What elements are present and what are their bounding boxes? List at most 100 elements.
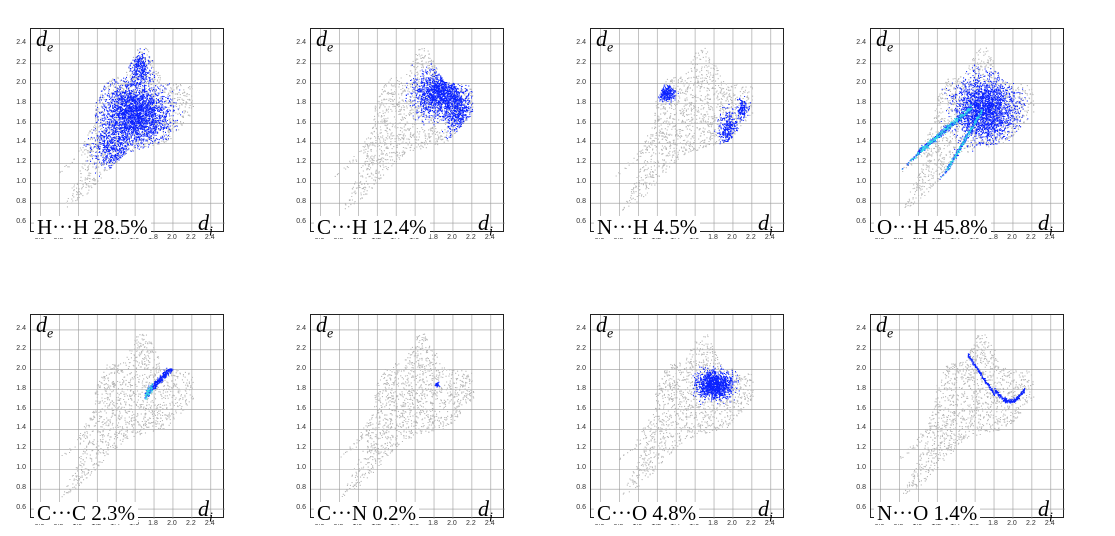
- y-axis-label: de: [36, 26, 54, 56]
- y-tick-label: 0.6: [16, 504, 26, 512]
- y-axis-label: de: [876, 312, 894, 342]
- x-tick-label: 1.8: [148, 234, 158, 241]
- y-tick-label: 2.4: [576, 324, 586, 332]
- contact-points-dense: [144, 383, 153, 400]
- scatter-svg: [871, 315, 1065, 519]
- total-surface-cloud: [619, 334, 754, 495]
- y-tick-label: 2.2: [576, 344, 586, 352]
- total-surface-cloud: [340, 333, 475, 498]
- scatter-svg: [311, 315, 505, 519]
- total-surface-cloud: [61, 333, 194, 498]
- contact-points: [83, 48, 183, 177]
- y-tick-label: 1.2: [16, 444, 26, 452]
- y-tick-label: 0.6: [856, 504, 866, 512]
- x-tick-label: 2.4: [484, 520, 495, 527]
- y-axis-label: de: [36, 312, 54, 342]
- scatter-svg: [31, 315, 225, 519]
- y-tick-label: 0.8: [856, 484, 866, 492]
- y-tick-label: 2.0: [576, 78, 586, 86]
- y-tick-label: 1.0: [16, 178, 26, 186]
- y-tick-label: 2.4: [296, 38, 306, 46]
- x-tick-label: 1.8: [428, 234, 438, 241]
- fingerprint-panel-2: 0.60.81.01.21.41.61.82.02.22.40.60.81.01…: [284, 20, 524, 250]
- plot-area: [870, 314, 1065, 519]
- x-tick-label: 1.8: [708, 234, 718, 241]
- x-tick-label: 2.4: [764, 234, 775, 241]
- x-tick-label: 2.0: [1007, 520, 1017, 527]
- x-tick-label: 2.4: [764, 520, 775, 527]
- y-tick-label: 0.8: [576, 198, 586, 206]
- plot-area: [30, 28, 225, 233]
- contact-percentage-label: N···O 1.4%: [874, 502, 981, 524]
- y-tick-label: 1.4: [296, 424, 306, 432]
- x-tick-label: 1.8: [988, 234, 998, 241]
- y-tick-label: 0.6: [16, 218, 26, 226]
- x-axis-label: di: [1038, 496, 1053, 526]
- x-axis-label: di: [758, 496, 773, 526]
- y-tick-label: 2.4: [856, 324, 866, 332]
- y-tick-label: 1.8: [856, 98, 866, 106]
- y-tick-label: 1.0: [856, 178, 866, 186]
- x-tick-label: 2.2: [186, 234, 196, 241]
- y-tick-label: 1.6: [576, 118, 586, 126]
- scatter-svg: [31, 29, 225, 233]
- y-tick-label: 1.0: [296, 178, 306, 186]
- contact-points: [901, 64, 1029, 180]
- y-tick-label: 2.2: [856, 344, 866, 352]
- y-axis-label: de: [316, 26, 334, 56]
- x-tick-label: 2.2: [186, 520, 196, 527]
- plot-area: [310, 314, 505, 519]
- y-tick-label: 1.0: [856, 464, 866, 472]
- x-axis-label: di: [1038, 210, 1053, 240]
- y-tick-label: 1.4: [856, 138, 866, 146]
- contact-percentage-label: O···H 45.8%: [874, 216, 991, 238]
- y-tick-label: 0.6: [296, 504, 306, 512]
- y-tick-label: 0.8: [296, 198, 306, 206]
- contact-percentage-label: N···H 4.5%: [594, 216, 701, 238]
- y-tick-label: 1.2: [856, 444, 866, 452]
- plot-area: [590, 28, 785, 233]
- fingerprint-panel-4: 0.60.81.01.21.41.61.82.02.22.40.60.81.01…: [844, 20, 1084, 250]
- y-tick-label: 0.6: [296, 218, 306, 226]
- contact-percentage-label: C···O 4.8%: [594, 502, 700, 524]
- y-tick-label: 0.6: [856, 218, 866, 226]
- y-tick-label: 1.4: [296, 138, 306, 146]
- x-tick-label: 2.0: [167, 520, 177, 527]
- y-tick-label: 1.2: [16, 158, 26, 166]
- x-tick-label: 2.2: [466, 234, 476, 241]
- plot-area: [310, 28, 505, 233]
- y-tick-label: 2.4: [856, 38, 866, 46]
- y-tick-label: 1.0: [576, 464, 586, 472]
- plot-area: [30, 314, 225, 519]
- x-tick-label: 2.4: [204, 520, 215, 527]
- y-tick-label: 2.4: [16, 38, 26, 46]
- contact-percentage-label: C···C 2.3%: [34, 502, 138, 524]
- contact-points-dense: [901, 104, 983, 179]
- scatter-svg: [591, 315, 785, 519]
- x-tick-label: 2.2: [1026, 234, 1036, 241]
- y-tick-label: 1.0: [576, 178, 586, 186]
- contact-points: [405, 63, 474, 140]
- x-tick-label: 1.8: [148, 520, 158, 527]
- y-tick-label: 0.6: [576, 218, 586, 226]
- y-tick-label: 1.2: [296, 444, 306, 452]
- y-tick-label: 0.8: [856, 198, 866, 206]
- y-tick-label: 1.8: [296, 98, 306, 106]
- contact-percentage-label: C···N 0.2%: [314, 502, 420, 524]
- y-tick-label: 0.6: [576, 504, 586, 512]
- y-tick-label: 2.0: [856, 364, 866, 372]
- x-tick-label: 2.0: [1007, 234, 1017, 241]
- y-tick-label: 2.2: [576, 58, 586, 66]
- x-tick-label: 1.8: [708, 520, 718, 527]
- y-tick-label: 2.2: [856, 58, 866, 66]
- total-surface-cloud: [900, 334, 1035, 495]
- y-tick-label: 1.6: [296, 404, 306, 412]
- y-tick-label: 1.4: [16, 424, 26, 432]
- contact-points: [434, 381, 441, 388]
- x-axis-label: di: [478, 210, 493, 240]
- x-tick-label: 1.8: [428, 520, 438, 527]
- y-tick-label: 0.8: [576, 484, 586, 492]
- y-axis-label: de: [596, 26, 614, 56]
- y-tick-label: 1.8: [16, 384, 26, 392]
- x-axis-label: di: [198, 496, 213, 526]
